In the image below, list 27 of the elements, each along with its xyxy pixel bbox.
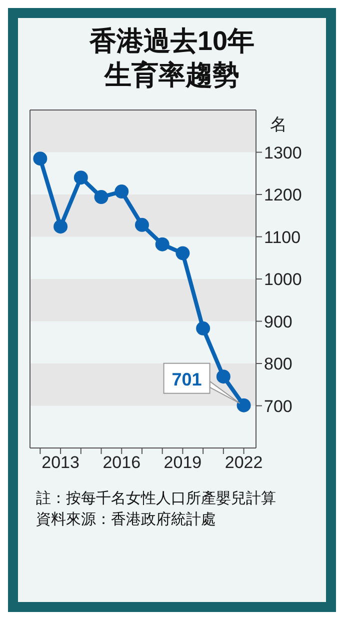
- text: 註：按每千名女性人口所產嬰兒計算: [36, 489, 277, 509]
- point: [196, 321, 210, 336]
- x-tick-label: 2019: [164, 453, 202, 472]
- y-tick-label: 1200: [264, 186, 302, 205]
- chart-title: 香港過去10年生育率趨勢: [88, 25, 256, 92]
- point: [134, 218, 149, 232]
- y-tick-label: 1000: [264, 270, 302, 290]
- point: [236, 398, 251, 412]
- point: [74, 170, 88, 185]
- x-tick-label: 2016: [102, 453, 141, 472]
- annotation: 701: [172, 369, 202, 390]
- point: [155, 237, 170, 252]
- x-tick-label: 2022: [224, 453, 263, 472]
- point: [33, 152, 48, 166]
- point: [216, 370, 230, 384]
- source-note: 資料來源：香港政府統計處: [36, 510, 217, 530]
- y-axis-title: 名: [270, 115, 287, 134]
- y-tick-label: 1300: [264, 143, 302, 162]
- point: [176, 246, 190, 260]
- y-tick-label: 1100: [264, 228, 301, 247]
- y-tick-label: 900: [264, 312, 292, 332]
- point: [54, 220, 68, 234]
- point: [94, 190, 108, 204]
- point: [114, 184, 129, 199]
- y-tick-label: 800: [264, 354, 292, 374]
- x-tick-label: 2013: [42, 453, 80, 472]
- y-tick-label: 700: [264, 396, 292, 416]
